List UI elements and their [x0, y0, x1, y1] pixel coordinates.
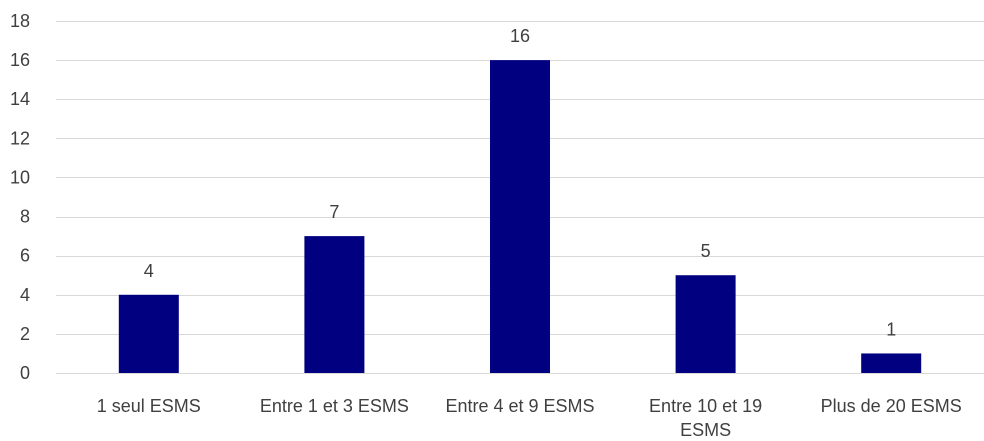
category-label: Plus de 20 ESMS: [821, 396, 962, 416]
category-label: Entre 10 et 19 ESMS: [649, 396, 762, 440]
bars: [118, 60, 922, 373]
data-label: 16: [510, 26, 530, 46]
category-label-line: Entre 4 et 9 ESMS: [445, 396, 594, 416]
data-labels: 4 7 16 5 1: [144, 26, 896, 339]
data-label: 4: [144, 261, 154, 281]
bar: [675, 275, 736, 373]
category-label-line: Entre 1 et 3 ESMS: [260, 396, 409, 416]
category-label: Entre 1 et 3 ESMS: [260, 396, 409, 416]
data-label: 1: [886, 319, 896, 339]
category-label-line: ESMS: [680, 420, 731, 440]
y-axis-tick-labels: 0 2 4 6 8 10 12 14 16 18: [10, 11, 30, 383]
category-labels: 1 seul ESMS Entre 1 et 3 ESMS Entre 4 et 9…: [97, 396, 962, 440]
category-label: Entre 4 et 9 ESMS: [445, 396, 594, 416]
bar: [118, 294, 179, 373]
y-tick-label: 0: [20, 363, 30, 383]
y-tick-label: 12: [10, 128, 30, 148]
bar: [304, 236, 365, 373]
category-label-line: Plus de 20 ESMS: [821, 396, 962, 416]
y-tick-label: 18: [10, 11, 30, 31]
bar: [490, 60, 550, 373]
data-label: 7: [329, 202, 339, 222]
data-label: 5: [701, 241, 711, 261]
y-tick-label: 14: [10, 89, 30, 109]
category-label-line: 1 seul ESMS: [97, 396, 201, 416]
y-tick-label: 16: [10, 50, 30, 70]
y-tick-label: 10: [10, 167, 30, 187]
y-tick-label: 4: [20, 285, 30, 305]
bar: [861, 353, 922, 373]
y-tick-label: 8: [20, 207, 30, 227]
y-tick-label: 6: [20, 246, 30, 266]
y-tick-label: 2: [20, 324, 30, 344]
category-label-line: Entre 10 et 19: [649, 396, 762, 416]
category-label: 1 seul ESMS: [97, 396, 201, 416]
